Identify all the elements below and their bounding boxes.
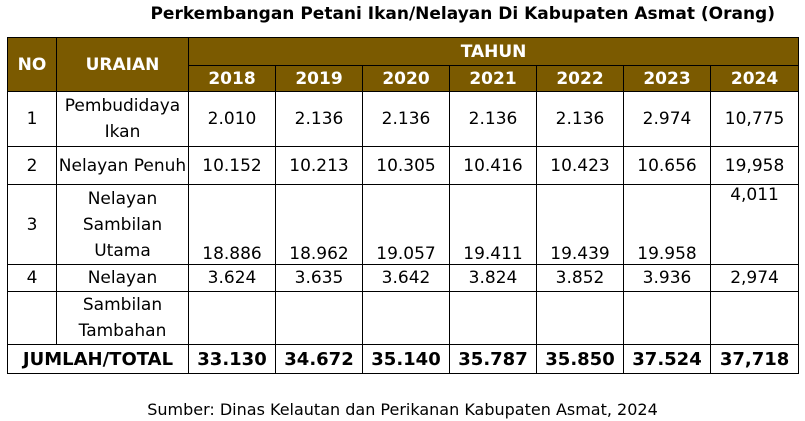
row-number xyxy=(7,291,57,345)
value-cell: 19.958 xyxy=(623,184,711,265)
value-cell: 3.624 xyxy=(188,264,276,292)
value-cell: 3.852 xyxy=(536,264,624,292)
header-tahun: TAHUN xyxy=(187,37,800,66)
year-header: 2023 xyxy=(623,65,711,92)
value-cell: 2,974 xyxy=(709,264,800,292)
value-cell: 4,011 xyxy=(709,184,800,265)
total-row: JUMLAH/TOTAL 33.130 34.672 35.140 35.787… xyxy=(7,344,800,374)
value-cell: 3.635 xyxy=(275,264,363,292)
table-row: 1 Pembudidaya Ikan 2.010 2.136 2.136 2.13… xyxy=(7,91,800,147)
total-value: 35.787 xyxy=(449,344,537,374)
value-cell: 19.411 xyxy=(449,184,537,265)
table-title: Perkembangan Petani Ikan/Nelayan Di Kabu… xyxy=(150,4,775,24)
row-label: Nelayan Sambilan Utama xyxy=(56,184,189,265)
value-cell: 3.824 xyxy=(449,264,537,292)
value-cell xyxy=(536,291,624,345)
value-cell xyxy=(623,291,711,345)
row-number: 4 xyxy=(7,264,57,292)
value-cell: 19,958 xyxy=(709,146,800,185)
total-value: 37.524 xyxy=(623,344,711,374)
row-label: Pembudidaya Ikan xyxy=(56,91,189,147)
value-cell: 2.136 xyxy=(536,91,624,147)
value-cell xyxy=(362,291,450,345)
table-row: 3 Nelayan Sambilan Utama 18.886 18.962 19.… xyxy=(7,184,800,265)
value-cell: 10.305 xyxy=(362,146,450,185)
header-uraian: URAIAN xyxy=(56,37,189,92)
value-cell: 10.423 xyxy=(536,146,624,185)
row-label: Sambilan Tambahan xyxy=(56,291,189,345)
year-header: 2021 xyxy=(449,65,537,92)
value-cell xyxy=(449,291,537,345)
row-label: Nelayan Penuh xyxy=(56,146,189,185)
year-header: 2019 xyxy=(275,65,363,92)
value-cell: 2.136 xyxy=(275,91,363,147)
year-header: 2024 xyxy=(709,65,800,92)
row-number: 2 xyxy=(7,146,57,185)
table-row: 2 Nelayan Penuh 10.152 10.213 10.305 10.… xyxy=(7,146,800,185)
value-cell: 2.974 xyxy=(623,91,711,147)
year-header: 2022 xyxy=(536,65,624,92)
value-cell: 2.136 xyxy=(449,91,537,147)
value-cell: 10.213 xyxy=(275,146,363,185)
value-cell xyxy=(275,291,363,345)
total-value: 35.140 xyxy=(362,344,450,374)
year-header: 2020 xyxy=(362,65,450,92)
total-value: 37,718 xyxy=(709,344,800,374)
value-cell: 10.416 xyxy=(449,146,537,185)
value-cell: 18.886 xyxy=(188,184,276,265)
value-cell: 2.010 xyxy=(188,91,276,147)
value-cell: 19.057 xyxy=(362,184,450,265)
table-row: Sambilan Tambahan xyxy=(7,291,800,345)
total-label: JUMLAH/TOTAL xyxy=(7,344,189,374)
row-number: 1 xyxy=(7,91,57,147)
total-value: 33.130 xyxy=(188,344,276,374)
value-cell xyxy=(709,291,800,345)
value-cell: 3.936 xyxy=(623,264,711,292)
header-no: NO xyxy=(7,37,57,92)
fishermen-table: NO URAIAN TAHUN 2018 2019 2020 2021 2022… xyxy=(7,37,800,374)
value-cell: 2.136 xyxy=(362,91,450,147)
table-row: 4 Nelayan 3.624 3.635 3.642 3.824 3.852 … xyxy=(7,264,800,292)
value-cell: 3.642 xyxy=(362,264,450,292)
row-label: Nelayan xyxy=(56,264,189,292)
value-cell xyxy=(188,291,276,345)
source-note: Sumber: Dinas Kelautan dan Perikanan Kab… xyxy=(147,400,658,419)
value-cell: 18.962 xyxy=(275,184,363,265)
total-value: 34.672 xyxy=(275,344,363,374)
row-number: 3 xyxy=(7,184,57,265)
value-cell: 10.152 xyxy=(188,146,276,185)
value-cell: 19.439 xyxy=(536,184,624,265)
value-cell: 10.656 xyxy=(623,146,711,185)
total-value: 35.850 xyxy=(536,344,624,374)
value-cell: 10,775 xyxy=(709,91,800,147)
year-header: 2018 xyxy=(188,65,276,92)
